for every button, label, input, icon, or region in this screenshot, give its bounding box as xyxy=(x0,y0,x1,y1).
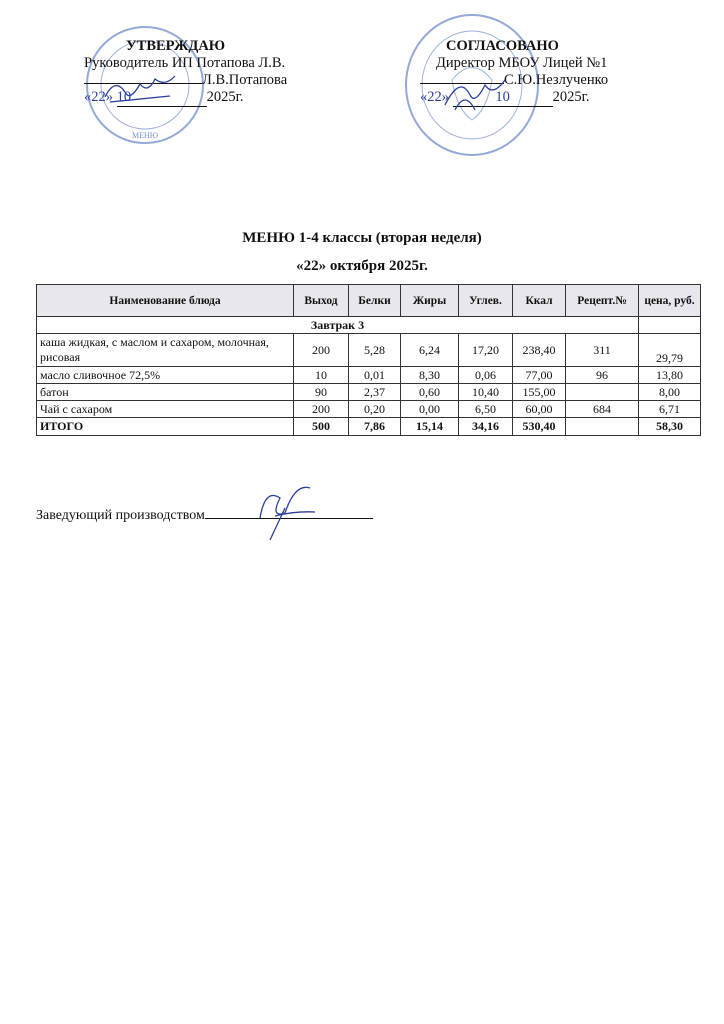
cell: 2,37 xyxy=(348,383,401,401)
agreed-block: СОГЛАСОВАНО Директор МБОУ Лицей №1 С.Ю.Н… xyxy=(420,38,680,107)
cell: 15,14 xyxy=(400,417,459,436)
cell: масло сливочное 72,5% xyxy=(36,366,294,384)
cell: 5,28 xyxy=(348,333,401,367)
cell: 60,00 xyxy=(512,400,566,418)
agreed-day: «22» xyxy=(420,89,449,105)
table-row: масло сливочное 72,5% 10 0,01 8,30 0,06 … xyxy=(36,366,701,384)
cell: 34,16 xyxy=(458,417,513,436)
cell: 8,00 xyxy=(638,383,701,401)
col-header: Выход xyxy=(293,284,349,317)
stamp-right xyxy=(405,14,539,156)
menu-title: МЕНЮ 1-4 классы (вторая неделя) xyxy=(242,230,482,246)
agreed-title: СОГЛАСОВАНО xyxy=(446,38,559,54)
agreed-position: Директор МБОУ Лицей №1 xyxy=(436,55,608,71)
agreed-name: С.Ю.Незлученко xyxy=(504,72,609,88)
cell: ИТОГО xyxy=(36,417,294,436)
cell: батон xyxy=(36,383,294,401)
signature-left xyxy=(104,75,176,103)
cell xyxy=(565,383,639,401)
footer-label: Заведующий производством xyxy=(36,508,205,523)
cell: каша жидкая, с маслом и сахаром, молочна… xyxy=(36,333,294,367)
col-header: Ккал xyxy=(512,284,566,317)
cell: 0,60 xyxy=(400,383,459,401)
col-header: Наименование блюда xyxy=(36,284,294,317)
cell: 96 xyxy=(565,366,639,384)
cell: 6,50 xyxy=(458,400,513,418)
col-header: Углев. xyxy=(458,284,513,317)
approve-name: Л.В.Потапова xyxy=(202,72,288,88)
cell: 530,40 xyxy=(512,417,566,436)
col-header: Белки xyxy=(348,284,401,317)
cell: 238,40 xyxy=(512,333,566,367)
cell: 77,00 xyxy=(512,366,566,384)
cell: 10,40 xyxy=(458,383,513,401)
agreed-month: 10 xyxy=(452,89,553,107)
cell: 0,00 xyxy=(400,400,459,418)
cell: 0,01 xyxy=(348,366,401,384)
table-header-row: Наименование блюда Выход Белки Жиры Угле… xyxy=(36,284,701,317)
section-row: Завтрак 3 xyxy=(36,316,701,334)
cell: 58,30 xyxy=(638,417,701,436)
table-row: Чай с сахаром 200 0,20 0,00 6,50 60,00 6… xyxy=(36,400,701,418)
cell: 10 xyxy=(293,366,349,384)
table-row: батон 90 2,37 0,60 10,40 155,00 8,00 xyxy=(36,383,701,401)
approve-position: Руководитель ИП Потапова Л.В. xyxy=(84,55,286,71)
cell: 500 xyxy=(293,417,349,436)
agreed-year: 2025г. xyxy=(552,89,590,105)
approve-block: УТВЕРЖДАЮ Руководитель ИП Потапова Л.В. … xyxy=(84,38,344,107)
total-row: ИТОГО 500 7,86 15,14 34,16 530,40 58,30 xyxy=(36,417,701,436)
cell: 29,79 xyxy=(638,333,701,367)
cell xyxy=(565,417,639,436)
signature-right xyxy=(444,79,506,111)
cell: 684 xyxy=(565,400,639,418)
stamp-left: МЕНЮ xyxy=(86,26,204,144)
cell: 6,24 xyxy=(400,333,459,367)
section-label: Завтрак 3 xyxy=(36,316,639,334)
cell: 200 xyxy=(293,400,349,418)
col-header: Рецепт.№ xyxy=(565,284,639,317)
cell: 155,00 xyxy=(512,383,566,401)
menu-date: «22» октября 2025г. xyxy=(296,258,428,274)
cell: 13,80 xyxy=(638,366,701,384)
cell: 17,20 xyxy=(458,333,513,367)
approve-title: УТВЕРЖДАЮ xyxy=(126,38,226,54)
cell: Чай с сахаром xyxy=(36,400,294,418)
stamp-text: МЕНЮ xyxy=(132,131,158,140)
cell: 7,86 xyxy=(348,417,401,436)
col-header: Жиры xyxy=(400,284,459,317)
cell: 90 xyxy=(293,383,349,401)
table-row: каша жидкая, с маслом и сахаром, молочна… xyxy=(36,333,701,367)
approve-day: «22» xyxy=(84,89,113,105)
cell: 200 xyxy=(293,333,349,367)
cell: 0,06 xyxy=(458,366,513,384)
signature-footer xyxy=(259,486,316,541)
cell: 311 xyxy=(565,333,639,367)
col-header: цена, руб. xyxy=(638,284,701,317)
cell: 8,30 xyxy=(400,366,459,384)
footer-signature: Заведующий производством xyxy=(36,508,373,524)
menu-table: Наименование блюда Выход Белки Жиры Угле… xyxy=(36,284,701,436)
cell: 6,71 xyxy=(638,400,701,418)
approve-year: 2025г. xyxy=(206,89,244,105)
cell: 0,20 xyxy=(348,400,401,418)
